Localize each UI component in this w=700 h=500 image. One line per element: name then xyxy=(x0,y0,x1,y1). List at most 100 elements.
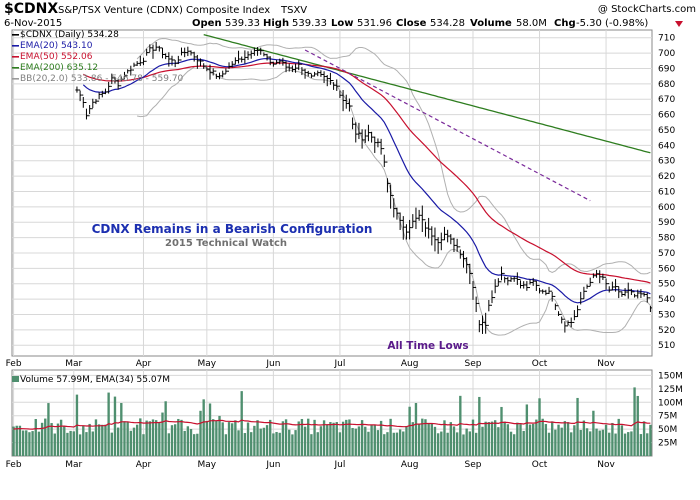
volume-bar xyxy=(120,402,123,456)
volume-value: 58.0M xyxy=(516,18,547,29)
price-bar xyxy=(88,105,92,117)
high-value: 539.33 xyxy=(292,18,327,29)
volume-bar xyxy=(250,432,253,456)
price-bar xyxy=(179,47,184,61)
ema200-line xyxy=(203,33,651,154)
volume-bar xyxy=(154,420,158,456)
price-bar xyxy=(252,47,256,56)
price-bar xyxy=(436,237,440,254)
ohlc-summary: Open 539.33 High 539.33 Low 531.96 Close… xyxy=(192,18,683,29)
volume-bar xyxy=(28,432,31,456)
volume-bar xyxy=(284,419,288,456)
price-bar xyxy=(363,129,367,143)
price-bar xyxy=(373,136,377,153)
volume-bar xyxy=(180,419,183,456)
date-tick-label-bottom: Jul xyxy=(333,460,345,470)
volume-bar xyxy=(12,426,15,456)
price-tick-label: 660 xyxy=(658,111,675,121)
volume-bar xyxy=(601,429,605,456)
price-bar xyxy=(623,288,627,297)
volume-bar xyxy=(82,425,85,456)
price-bar xyxy=(499,266,504,283)
volume-bar xyxy=(113,396,117,456)
price-bar xyxy=(591,273,595,283)
volume-bar xyxy=(145,420,148,456)
price-bar xyxy=(183,47,187,58)
volume-bar xyxy=(573,425,576,456)
price-tick-label: 580 xyxy=(658,234,675,244)
volume-bar xyxy=(69,430,72,456)
price-bar xyxy=(119,76,123,87)
price-bars xyxy=(75,41,653,334)
volume-bar xyxy=(265,425,269,456)
price-bar xyxy=(506,276,510,286)
legend-volume: Volume 57.99M, EMA(34) 55.07M xyxy=(20,375,170,385)
volume-bar xyxy=(303,426,307,456)
price-bar xyxy=(265,53,269,61)
volume-bar xyxy=(398,429,402,456)
price-bar xyxy=(382,148,386,167)
volume-bar xyxy=(427,423,430,456)
low-value: 531.96 xyxy=(357,18,392,29)
price-bar xyxy=(97,92,101,102)
price-bar xyxy=(522,281,526,289)
annotation-all-time-lows: All Time Lows xyxy=(387,340,468,352)
price-tick-label: 590 xyxy=(658,218,675,228)
price-tick-label: 680 xyxy=(658,80,675,90)
date-tick-label: Nov xyxy=(597,359,615,369)
volume-bar xyxy=(525,404,529,456)
volume-bar xyxy=(246,422,250,456)
price-bar xyxy=(408,219,412,240)
volume-bar xyxy=(63,426,66,456)
price-bar xyxy=(262,50,266,57)
volume-bar xyxy=(468,431,472,456)
volume-bar xyxy=(221,422,224,456)
volume-bar xyxy=(322,420,326,456)
volume-bar xyxy=(218,415,221,456)
volume-bar xyxy=(37,431,41,456)
volume-tick-label: 75M xyxy=(658,412,677,422)
price-bar xyxy=(135,61,139,66)
downtrend-line xyxy=(304,49,591,202)
price-panel-frame xyxy=(11,29,653,357)
volume-bar xyxy=(490,421,494,456)
price-bar xyxy=(198,58,203,67)
price-bar xyxy=(420,205,424,233)
volume-bar xyxy=(205,420,209,456)
price-bar xyxy=(78,89,82,102)
volume-bar xyxy=(72,431,75,456)
price-tick-label: 710 xyxy=(658,34,675,44)
price-bar xyxy=(205,65,209,72)
high-label: High xyxy=(263,18,289,29)
price-bar xyxy=(221,70,225,78)
price-bar xyxy=(556,305,561,316)
volume-bar xyxy=(212,419,215,456)
price-bar xyxy=(217,72,222,80)
volume-bar xyxy=(509,431,513,456)
volume-bar xyxy=(535,419,538,456)
price-bar xyxy=(572,310,576,323)
price-tick-label: 570 xyxy=(658,249,675,259)
price-bar xyxy=(173,59,177,68)
volume-bar xyxy=(129,430,132,456)
legend-price: $CDNX (Daily) 534.28 xyxy=(20,30,119,40)
volume-bar xyxy=(313,419,316,456)
price-bar xyxy=(547,286,551,294)
volume-bar xyxy=(551,421,554,456)
volume-bar xyxy=(636,395,639,456)
volume-bar xyxy=(269,419,272,456)
price-bar xyxy=(376,138,380,148)
volume-bar xyxy=(202,399,205,456)
volume-bar xyxy=(554,429,557,456)
price-bar xyxy=(566,320,570,327)
ema200-path xyxy=(203,33,651,154)
price-bar xyxy=(132,62,136,71)
price-bar xyxy=(148,44,152,54)
volume-bar xyxy=(379,420,383,456)
volume-bar xyxy=(414,403,418,456)
volume-bar xyxy=(101,424,104,456)
volume-bar xyxy=(183,430,186,456)
close-value: 534.28 xyxy=(430,18,465,29)
volume-bar xyxy=(329,422,332,456)
volume-bar xyxy=(307,418,310,456)
